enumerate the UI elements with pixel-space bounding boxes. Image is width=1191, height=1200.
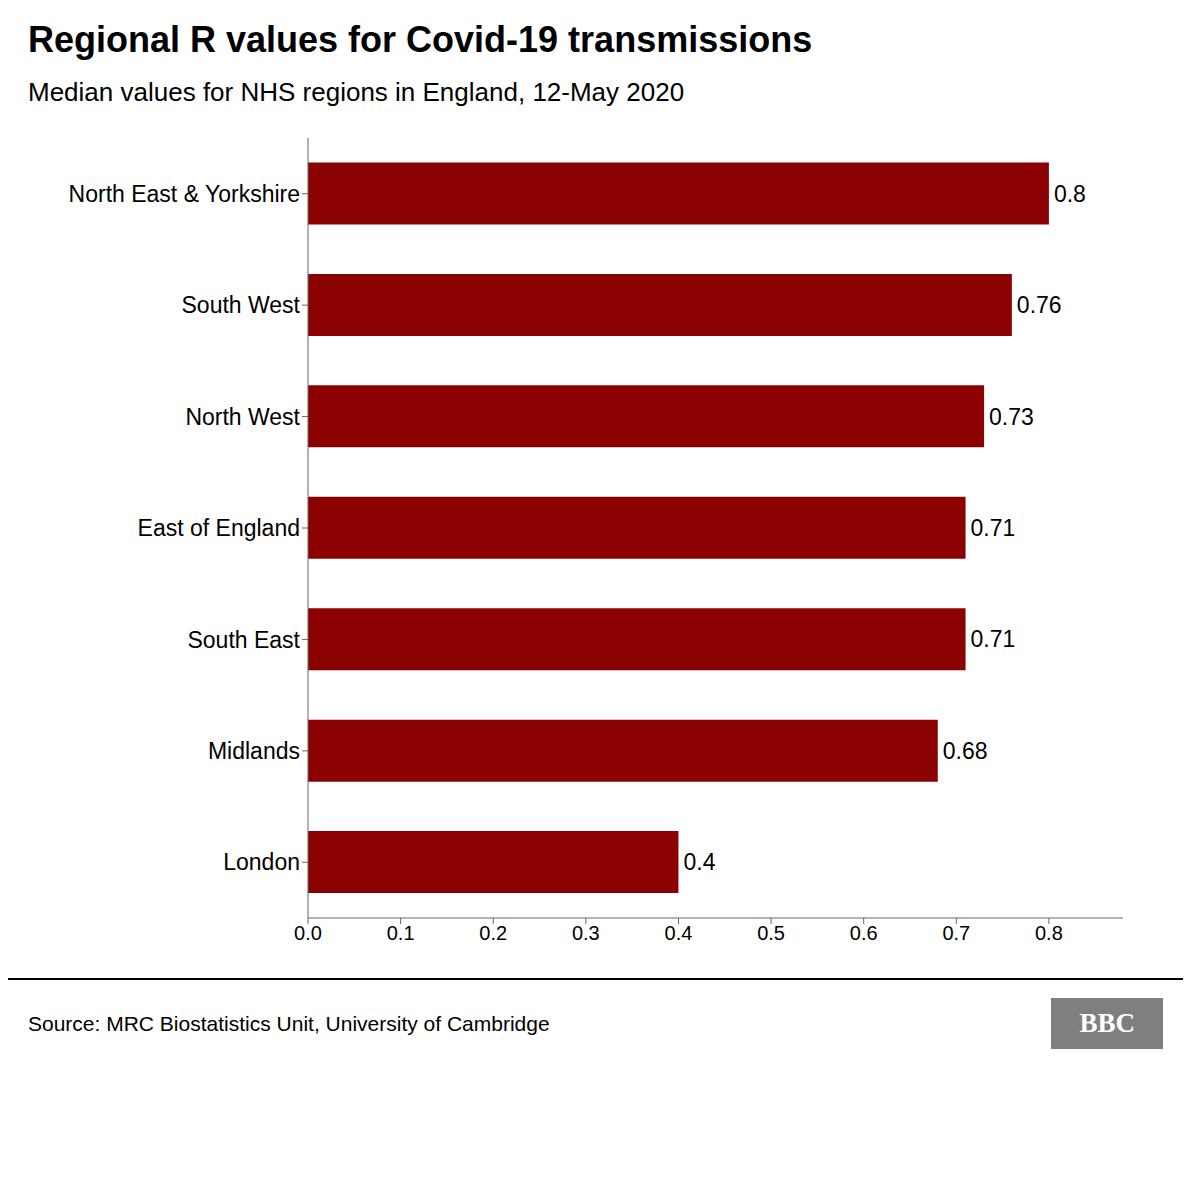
svg-text:0.71: 0.71 [971, 626, 1016, 652]
svg-text:0.0: 0.0 [294, 922, 322, 944]
svg-text:South East: South East [187, 627, 300, 653]
svg-text:0.1: 0.1 [387, 922, 415, 944]
svg-text:0.71: 0.71 [971, 515, 1016, 541]
svg-text:0.4: 0.4 [665, 922, 693, 944]
svg-text:London: London [223, 849, 300, 875]
svg-text:0.7: 0.7 [942, 922, 970, 944]
svg-text:East of England: East of England [138, 515, 300, 541]
svg-text:0.6: 0.6 [850, 922, 878, 944]
svg-text:North East & Yorkshire: North East & Yorkshire [69, 181, 300, 207]
svg-text:North West: North West [185, 404, 300, 430]
svg-text:0.8: 0.8 [1054, 181, 1086, 207]
svg-text:0.68: 0.68 [943, 738, 988, 764]
html-text:Median values for NHS regions: Median values for NHS regions in England… [28, 77, 685, 107]
svg-text:South West: South West [182, 292, 301, 318]
svg-text:0.5: 0.5 [757, 922, 785, 944]
svg-text:Midlands: Midlands [208, 738, 300, 764]
svg-text:0.3: 0.3 [572, 922, 600, 944]
svg-text:0.76: 0.76 [1017, 292, 1062, 318]
svg-text:0.8: 0.8 [1035, 922, 1063, 944]
svg-text:0.2: 0.2 [479, 922, 507, 944]
html-text:BBC: BBC [1079, 1008, 1135, 1038]
html-text:Regional R values for Covid-19: Regional R values for Covid-19 transmiss… [28, 19, 813, 60]
svg-text:0.73: 0.73 [989, 404, 1034, 430]
svg-text:0.4: 0.4 [683, 849, 715, 875]
html-text:Source: MRC Biostatistics Unit: Source: MRC Biostatistics Unit, Universi… [28, 1011, 550, 1035]
